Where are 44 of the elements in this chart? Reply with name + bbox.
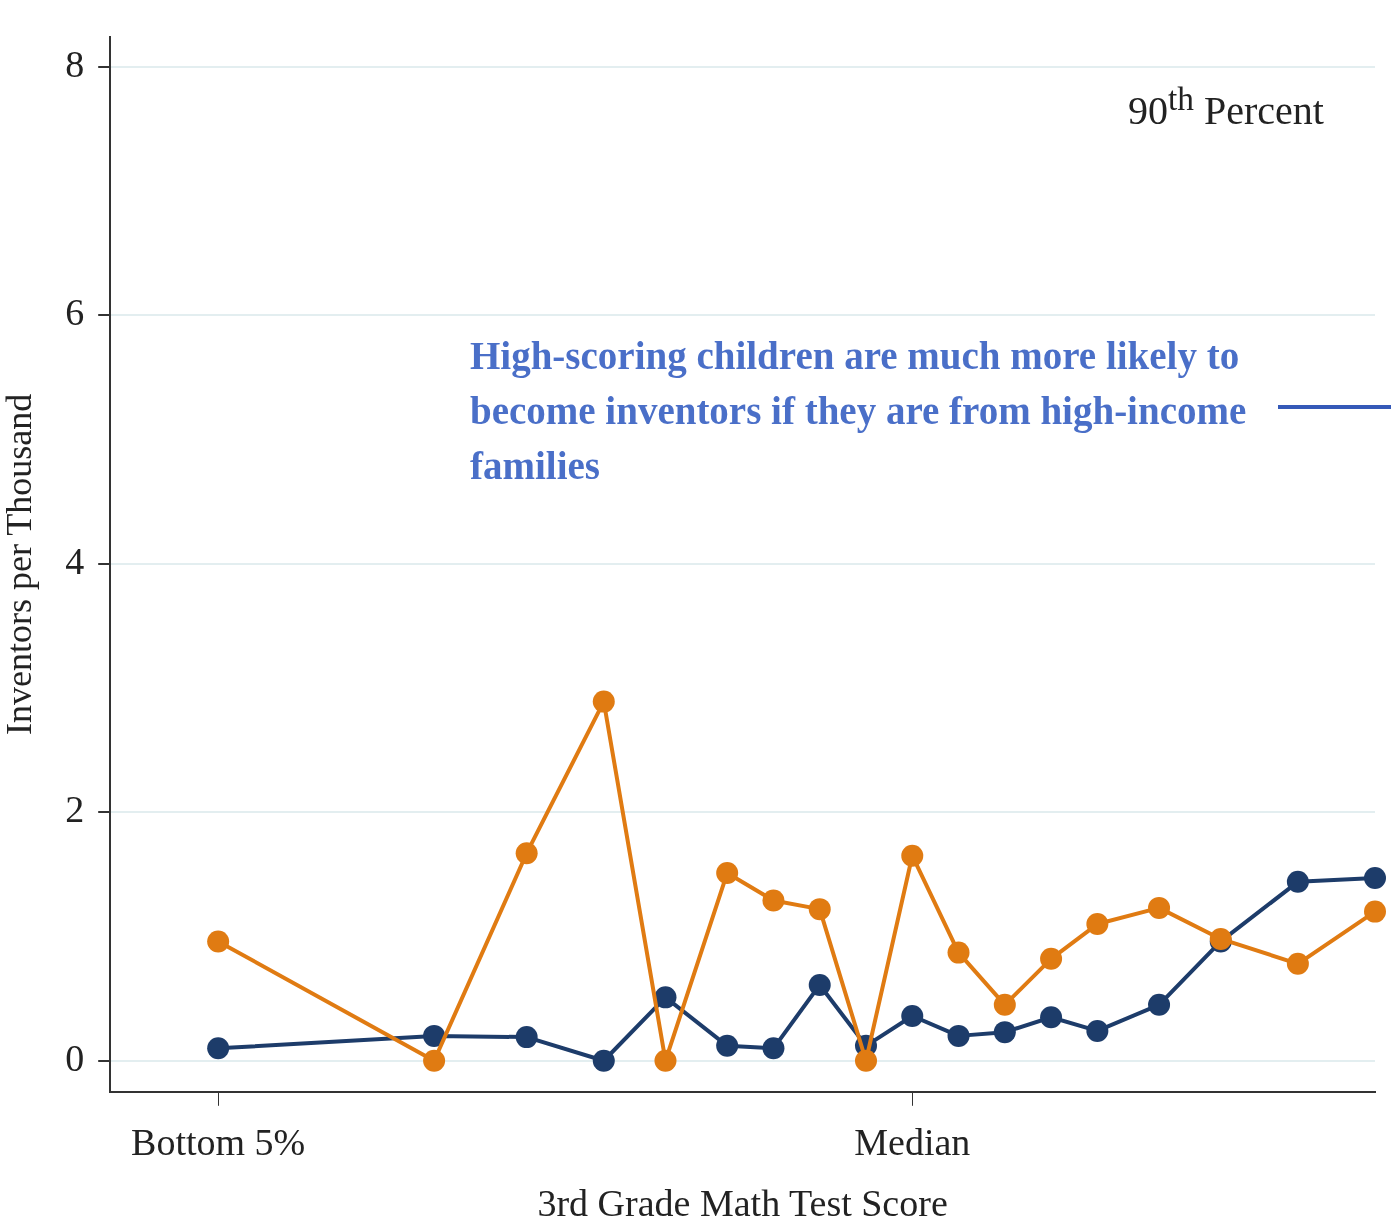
point [1040,947,1063,970]
point [592,690,615,713]
point [1286,952,1309,975]
point [1286,870,1309,893]
point [901,1005,924,1027]
point [1086,913,1109,936]
point [1148,993,1171,1016]
point [515,1026,538,1049]
y-tick-label: 6 [65,291,85,334]
point [901,844,924,867]
y-tick-label: 8 [65,42,85,85]
point [716,1034,739,1057]
point [947,1024,970,1047]
y-tick-label: 0 [65,1036,85,1079]
point [1364,867,1386,890]
y-axis-title: Inventors per Thousand [0,393,40,735]
annotation: High-scoring children are much more likely to become inventors if they are from high-income families [470,333,1248,489]
point [592,1049,615,1072]
point [762,889,785,912]
point [947,941,970,964]
x-tick-label: Median [854,1120,971,1163]
point [808,973,831,996]
point [716,862,739,885]
point [808,898,831,921]
point [993,993,1016,1016]
point [762,1037,785,1060]
x-axis-title: 3rd Grade Math Test Score [537,1182,948,1225]
point [423,1049,446,1072]
point [423,1024,446,1047]
y-tick-label: 2 [65,788,85,831]
point [855,1049,877,1072]
point [515,842,538,865]
point [1148,896,1171,919]
point [1364,900,1386,923]
point [654,986,677,1009]
point [1040,1006,1063,1029]
point [1086,1019,1109,1042]
point [993,1021,1016,1044]
annotation: 90$^{th}$ Percent [1128,80,1324,135]
point [207,930,230,953]
point [654,1049,677,1072]
point [207,1037,230,1060]
x-tick-label: Bottom 5% [131,1120,306,1163]
y-tick-label: 4 [65,539,85,582]
